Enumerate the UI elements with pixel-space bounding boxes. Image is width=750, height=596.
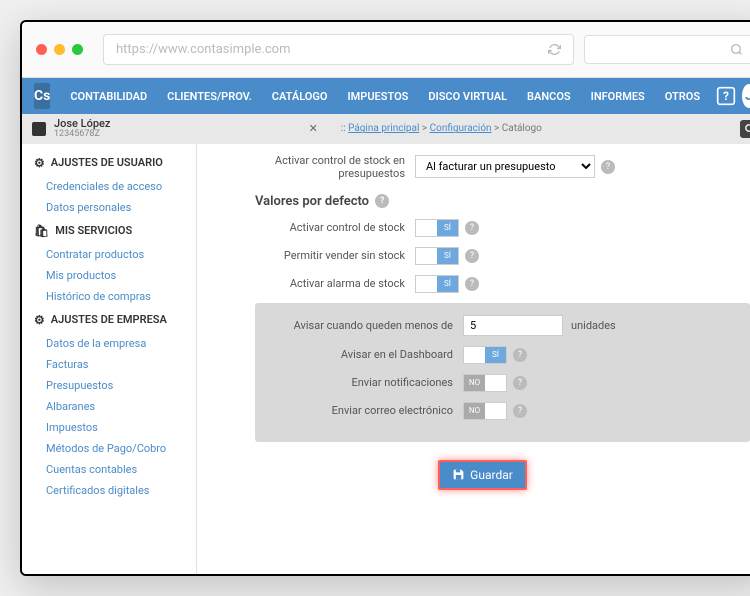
close-window-button[interactable] [36,44,47,55]
help-button[interactable]: ? [716,85,736,107]
row-vender-sin-stock: Permitir vender sin stock SÍ ? [215,247,750,265]
help-icon[interactable]: ? [513,404,527,418]
nav-otros[interactable]: OTROS [655,90,710,103]
url-bar[interactable]: https://www.contasimple.com [103,34,574,65]
label-alarma-stock: Activar alarma de stock [215,277,415,290]
alarm-units: unidades [571,319,616,332]
sidebar-item-certificados[interactable]: Certificados digitales [22,480,196,501]
toggle-alarma-stock[interactable]: SÍ [415,275,459,293]
sidebar-item-albaranes[interactable]: Albaranes [22,396,196,417]
sidebar-item-credenciales[interactable]: Credenciales de acceso [22,176,196,197]
breadcrumb-config[interactable]: Configuración [430,123,492,134]
help-icon[interactable]: ? [601,160,615,174]
content-area: Activar control de stock en presupuestos… [197,144,750,574]
browser-window: https://www.contasimple.com Cs CONTABILI… [20,20,750,576]
svg-text:?: ? [723,89,729,103]
help-icon[interactable]: ? [513,376,527,390]
row-alarm-threshold: Avisar cuando queden menos de unidades [273,315,732,336]
row-alarma-stock: Activar alarma de stock SÍ ? [215,275,750,293]
help-icon[interactable]: ? [513,348,527,362]
sidebar-section-empresa: ⚙ AJUSTES DE EMPRESA [22,307,196,333]
nav-contabilidad[interactable]: CONTABILIDAD [60,90,157,103]
label-stock-presupuestos: Activar control de stock en presupuestos [215,154,415,180]
nav-clientes[interactable]: CLIENTES/PROV. [157,90,262,103]
help-icon[interactable]: ? [465,277,479,291]
toggle-vender-sin-stock[interactable]: SÍ [415,247,459,265]
browser-search-bar[interactable] [584,35,750,64]
alarm-sub-panel: Avisar cuando queden menos de unidades A… [255,303,750,442]
sidebar-item-presupuestos[interactable]: Presupuestos [22,375,196,396]
select-stock-presupuestos[interactable]: Al facturar un presupuesto [415,155,595,178]
sidebar-section-servicios: 🛍 MIS SERVICIOS [22,218,196,244]
section-defaults-title: Valores por defecto ? [255,194,750,209]
toggle-notificaciones[interactable]: NO [463,374,507,392]
sidebar: ⚙ AJUSTES DE USUARIO Credenciales de acc… [22,144,197,574]
user-id: 12345678Z [54,130,110,140]
app-search-button[interactable] [740,120,750,138]
label-correo: Enviar correo electrónico [273,404,463,417]
sidebar-item-datos-empresa[interactable]: Datos de la empresa [22,333,196,354]
help-icon[interactable]: ? [465,249,479,263]
row-notificaciones: Enviar notificaciones NO ? [273,374,732,392]
row-control-stock: Activar control de stock SÍ ? [215,219,750,237]
sidebar-item-datos-personales[interactable]: Datos personales [22,197,196,218]
row-dashboard: Avisar en el Dashboard SÍ ? [273,346,732,364]
gear-icon: ⚙ [34,313,45,327]
label-notificaciones: Enviar notificaciones [273,376,463,389]
user-info: Jose López 12345678Z [54,118,110,140]
app-body: ⚙ AJUSTES DE USUARIO Credenciales de acc… [22,144,750,574]
gear-icon: ⚙ [34,156,45,170]
user-avatar[interactable]: J [742,84,750,108]
input-alarm-threshold[interactable] [463,315,563,336]
url-text: https://www.contasimple.com [116,42,290,57]
toggle-control-stock[interactable]: SÍ [415,219,459,237]
row-correo: Enviar correo electrónico NO ? [273,402,732,420]
breadcrumb-current: Catálogo [502,123,542,134]
save-icon [452,468,465,481]
nav-impuestos[interactable]: IMPUESTOS [337,90,418,103]
traffic-lights [36,44,83,55]
sidebar-item-mis-productos[interactable]: Mis productos [22,265,196,286]
help-icon[interactable]: ? [375,194,389,208]
sidebar-item-facturas[interactable]: Facturas [22,354,196,375]
browser-chrome: https://www.contasimple.com [22,22,750,78]
label-alarm-threshold: Avisar cuando queden menos de [273,319,463,332]
toggle-correo[interactable]: NO [463,402,507,420]
search-icon [730,43,743,56]
sidebar-section-user: ⚙ AJUSTES DE USUARIO [22,150,196,176]
app-logo[interactable]: Cs [34,83,50,109]
label-control-stock: Activar control de stock [215,221,415,234]
sidebar-item-historico[interactable]: Histórico de compras [22,286,196,307]
save-button[interactable]: Guardar [438,460,527,490]
maximize-window-button[interactable] [72,44,83,55]
nav-bancos[interactable]: BANCOS [517,90,581,103]
toggle-dashboard[interactable]: SÍ [463,346,507,364]
nav-informes[interactable]: INFORMES [581,90,655,103]
label-dashboard: Avisar en el Dashboard [273,348,463,361]
sidebar-item-metodos-pago[interactable]: Métodos de Pago/Cobro [22,438,196,459]
sub-header: Jose López 12345678Z ✕ :: Página princip… [22,114,750,144]
nav-catalogo[interactable]: CATÁLOGO [262,90,338,103]
sidebar-item-cuentas[interactable]: Cuentas contables [22,459,196,480]
sidebar-item-impuestos[interactable]: Impuestos [22,417,196,438]
breadcrumb-home[interactable]: Página principal [348,123,419,134]
help-icon[interactable]: ? [465,221,479,235]
user-icon [32,122,46,136]
breadcrumb: :: Página principal > Configuración > Ca… [341,123,542,134]
row-stock-presupuestos: Activar control de stock en presupuestos… [215,154,750,180]
save-label: Guardar [470,468,513,482]
app-header: Cs CONTABILIDAD CLIENTES/PROV. CATÁLOGO … [22,78,750,114]
minimize-window-button[interactable] [54,44,65,55]
refresh-icon[interactable] [548,43,561,56]
label-vender-sin-stock: Permitir vender sin stock [215,249,415,262]
sidebar-item-contratar[interactable]: Contratar productos [22,244,196,265]
close-user-icon[interactable]: ✕ [309,122,318,135]
bag-icon: 🛍 [34,224,49,238]
nav-disco[interactable]: DISCO VIRTUAL [418,90,517,103]
